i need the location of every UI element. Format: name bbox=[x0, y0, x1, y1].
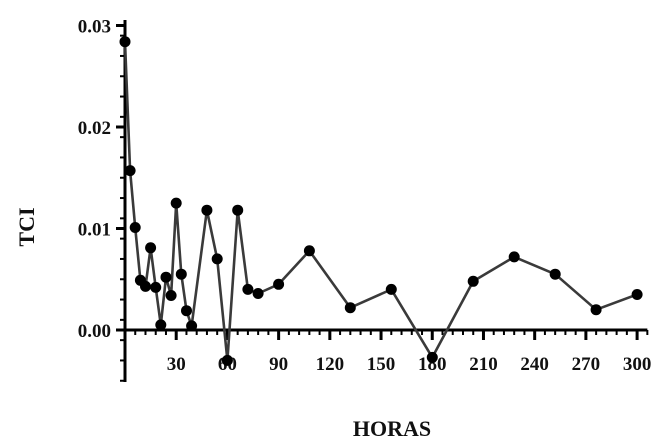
x-tick-label: 300 bbox=[623, 354, 652, 375]
y-axis-title: TCI bbox=[14, 207, 39, 246]
data-point bbox=[211, 253, 223, 265]
data-point bbox=[508, 251, 520, 263]
data-point bbox=[631, 289, 643, 300]
data-point bbox=[385, 283, 397, 295]
data-point bbox=[165, 290, 177, 301]
data-point bbox=[221, 354, 233, 366]
x-tick-label: 210 bbox=[469, 354, 498, 375]
data-point bbox=[119, 36, 131, 48]
data-point bbox=[252, 288, 264, 299]
data-point bbox=[186, 320, 198, 332]
x-tick-label: 120 bbox=[316, 354, 345, 375]
axes: 0.000.010.020.03306090120150180210240270… bbox=[78, 17, 652, 382]
y-tick-label: 0.03 bbox=[78, 17, 111, 38]
x-tick-label: 240 bbox=[520, 354, 549, 375]
x-tick-label: 270 bbox=[572, 354, 601, 375]
data-point bbox=[181, 305, 192, 317]
series-line bbox=[123, 41, 638, 362]
x-axis-title: HORAS bbox=[353, 416, 431, 441]
y-tick-label: 0.01 bbox=[78, 220, 111, 241]
data-point bbox=[150, 281, 162, 293]
data-point bbox=[426, 351, 438, 363]
data-point bbox=[242, 283, 254, 295]
data-point bbox=[590, 304, 602, 316]
data-point bbox=[155, 319, 167, 331]
x-tick-label: 30 bbox=[167, 354, 186, 375]
series-group bbox=[119, 36, 643, 366]
data-point bbox=[232, 204, 244, 216]
data-point bbox=[175, 268, 187, 280]
y-tick-label: 0.02 bbox=[78, 118, 111, 139]
data-point bbox=[160, 271, 172, 283]
y-tick-label: 0.00 bbox=[78, 321, 111, 342]
data-point bbox=[129, 222, 141, 233]
x-tick-label: 180 bbox=[418, 354, 447, 375]
x-tick-label: 90 bbox=[269, 354, 288, 375]
data-point bbox=[273, 278, 285, 290]
data-point bbox=[344, 302, 356, 314]
data-point bbox=[145, 242, 157, 254]
data-point bbox=[201, 204, 213, 216]
data-point bbox=[124, 165, 136, 177]
data-point bbox=[140, 280, 151, 292]
data-point bbox=[303, 245, 315, 257]
data-point bbox=[467, 275, 479, 287]
data-point bbox=[170, 197, 182, 209]
data-point bbox=[549, 268, 561, 280]
x-tick-label: 150 bbox=[367, 354, 396, 375]
